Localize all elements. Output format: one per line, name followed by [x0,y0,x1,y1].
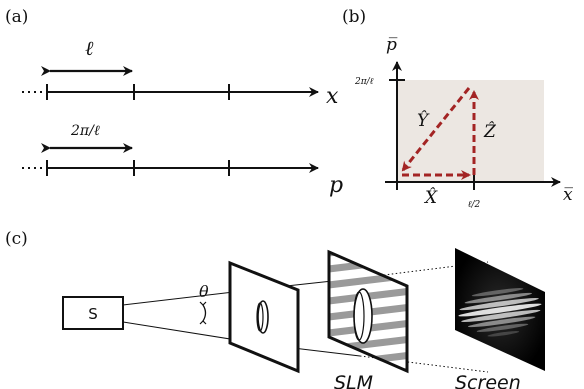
vector-x-label: X̂ [423,188,438,208]
source-box [62,296,124,330]
beam-lines [122,261,489,373]
p-axis-label: p [329,173,343,198]
two-pi-spacing-label: 2π/ℓ [70,123,100,139]
unit-cell [397,80,544,182]
p-axis-line [22,160,319,176]
xbar-tick-label: ℓ/2 [468,200,481,210]
angle-label: θ [199,282,209,301]
slm-label: SLM [334,372,373,389]
interference-fringes [458,288,542,337]
aperture-ring [257,300,269,334]
ell-spacing-label: ℓ [85,36,94,60]
panel-c: (c) S θ [5,229,545,389]
slm-ring [353,288,373,344]
pbar-axis-label: p̅ [386,35,397,55]
pbar-tick-label: 2π/ℓ [354,77,374,87]
angle-arc [202,304,207,322]
xbar-axis-label: x̅ [563,185,573,205]
panel-c-label: (c) [5,229,28,249]
vector-z-label: Ẑ [483,121,497,142]
vector-y [401,87,471,172]
screen-label: Screen [455,372,521,389]
vector-y-label: Ŷ [417,110,430,131]
source-label: S [88,305,98,323]
panel-a: (a) x ℓ p 2π/ℓ [5,7,343,198]
panel-b-label: (b) [342,7,366,27]
aperture-plane [228,260,300,374]
panel-a-label: (a) [5,7,28,27]
panel-b: (b) p̅ x̅ 2π/ℓ ℓ/2 X̂ Ŷ Ẑ [342,7,573,210]
x-axis-line [22,84,319,100]
x-axis-label: x [326,84,339,109]
slm-plane [327,249,409,374]
